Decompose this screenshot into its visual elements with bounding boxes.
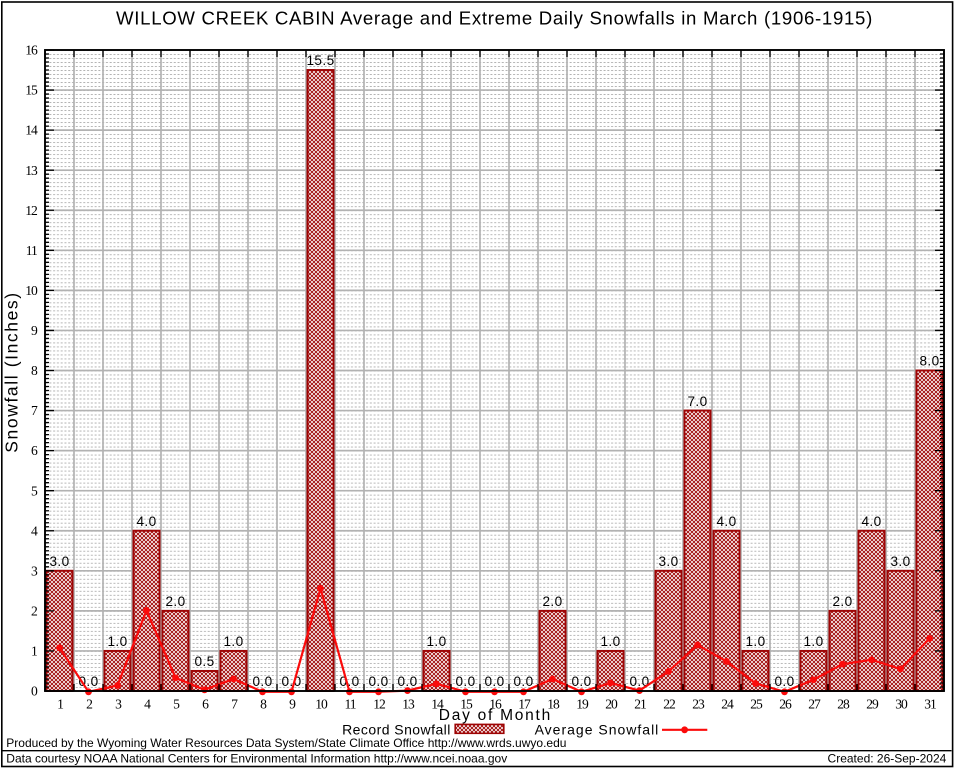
svg-text:2.0: 2.0 — [165, 594, 185, 609]
svg-text:3.0: 3.0 — [658, 554, 678, 569]
svg-text:1.0: 1.0 — [600, 634, 620, 649]
svg-text:3: 3 — [115, 697, 122, 712]
svg-text:27: 27 — [808, 697, 821, 712]
svg-text:0.0: 0.0 — [339, 674, 359, 689]
svg-text:Created: 26-Sep-2024: Created: 26-Sep-2024 — [828, 751, 947, 765]
svg-text:13: 13 — [25, 163, 38, 178]
svg-text:0.0: 0.0 — [484, 674, 504, 689]
svg-text:9: 9 — [31, 323, 38, 338]
svg-text:14: 14 — [431, 697, 444, 712]
svg-text:6: 6 — [31, 443, 38, 458]
svg-text:4.0: 4.0 — [716, 514, 736, 529]
svg-text:24: 24 — [721, 697, 734, 712]
svg-text:Record Snowfall: Record Snowfall — [342, 721, 451, 737]
svg-text:1.0: 1.0 — [803, 634, 823, 649]
svg-text:0.0: 0.0 — [368, 674, 388, 689]
svg-text:8: 8 — [260, 697, 267, 712]
svg-text:14: 14 — [25, 123, 38, 138]
svg-text:4: 4 — [31, 523, 38, 538]
svg-text:1.0: 1.0 — [223, 634, 243, 649]
svg-text:3.0: 3.0 — [49, 554, 69, 569]
svg-text:23: 23 — [692, 697, 705, 712]
svg-text:22: 22 — [663, 697, 676, 712]
svg-text:Data courtesy NOAA National Ce: Data courtesy NOAA National Centers for … — [6, 751, 507, 765]
svg-text:12: 12 — [373, 697, 386, 712]
svg-text:3: 3 — [31, 563, 38, 578]
svg-text:18: 18 — [547, 697, 560, 712]
svg-text:8: 8 — [31, 363, 38, 378]
svg-text:3.0: 3.0 — [890, 554, 910, 569]
svg-text:2: 2 — [86, 697, 93, 712]
svg-text:2.0: 2.0 — [832, 594, 852, 609]
svg-text:WILLOW CREEK CABIN Average and: WILLOW CREEK CABIN Average and Extreme D… — [116, 8, 873, 29]
svg-text:2.0: 2.0 — [542, 594, 562, 609]
svg-text:16: 16 — [489, 697, 502, 712]
svg-text:1: 1 — [31, 644, 37, 659]
svg-text:21: 21 — [634, 697, 646, 712]
svg-text:19: 19 — [576, 697, 589, 712]
svg-text:1.0: 1.0 — [107, 634, 127, 649]
svg-text:5: 5 — [173, 697, 180, 712]
svg-text:26: 26 — [779, 697, 792, 712]
svg-text:5: 5 — [31, 483, 38, 498]
svg-text:29: 29 — [866, 697, 879, 712]
svg-text:10: 10 — [315, 697, 328, 712]
svg-text:11: 11 — [344, 697, 355, 712]
svg-text:31: 31 — [924, 697, 936, 712]
svg-text:Snowfall (Inches): Snowfall (Inches) — [2, 291, 22, 452]
svg-text:0.0: 0.0 — [397, 674, 417, 689]
svg-text:2: 2 — [31, 603, 38, 618]
svg-text:15: 15 — [460, 697, 473, 712]
svg-text:25: 25 — [750, 697, 763, 712]
svg-text:Average Snowfall: Average Snowfall — [535, 721, 660, 737]
svg-text:0.0: 0.0 — [774, 674, 794, 689]
svg-text:4.0: 4.0 — [861, 514, 881, 529]
svg-text:20: 20 — [605, 697, 618, 712]
svg-text:6: 6 — [202, 697, 209, 712]
svg-text:Produced by the Wyoming Water: Produced by the Wyoming Water Resources … — [6, 736, 566, 750]
svg-text:16: 16 — [25, 43, 38, 58]
svg-text:12: 12 — [25, 203, 38, 218]
svg-text:13: 13 — [402, 697, 415, 712]
svg-text:0.0: 0.0 — [571, 674, 591, 689]
svg-text:11: 11 — [26, 243, 37, 258]
svg-text:0: 0 — [31, 684, 38, 699]
svg-text:9: 9 — [289, 697, 296, 712]
svg-text:30: 30 — [895, 697, 908, 712]
svg-text:17: 17 — [518, 697, 531, 712]
svg-text:28: 28 — [837, 697, 850, 712]
svg-text:7: 7 — [231, 697, 238, 712]
svg-text:1.0: 1.0 — [745, 634, 765, 649]
svg-text:4: 4 — [144, 697, 151, 712]
svg-text:0.0: 0.0 — [629, 674, 649, 689]
svg-text:0.0: 0.0 — [455, 674, 475, 689]
svg-text:1.0: 1.0 — [426, 634, 446, 649]
svg-text:7.0: 7.0 — [687, 394, 707, 409]
svg-text:0.0: 0.0 — [252, 674, 272, 689]
svg-text:1: 1 — [57, 697, 63, 712]
svg-text:4.0: 4.0 — [136, 514, 156, 529]
svg-text:0.5: 0.5 — [194, 654, 214, 669]
svg-text:15.5: 15.5 — [306, 53, 334, 68]
svg-text:Day of Month: Day of Month — [439, 707, 552, 724]
svg-text:15: 15 — [25, 83, 38, 98]
svg-text:8.0: 8.0 — [919, 354, 939, 369]
svg-text:7: 7 — [31, 403, 38, 418]
svg-text:0.0: 0.0 — [513, 674, 533, 689]
svg-text:10: 10 — [25, 283, 38, 298]
svg-text:0.0: 0.0 — [281, 674, 301, 689]
